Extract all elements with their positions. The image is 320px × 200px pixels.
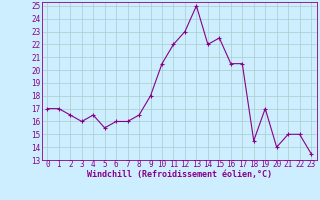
X-axis label: Windchill (Refroidissement éolien,°C): Windchill (Refroidissement éolien,°C) bbox=[87, 170, 272, 179]
